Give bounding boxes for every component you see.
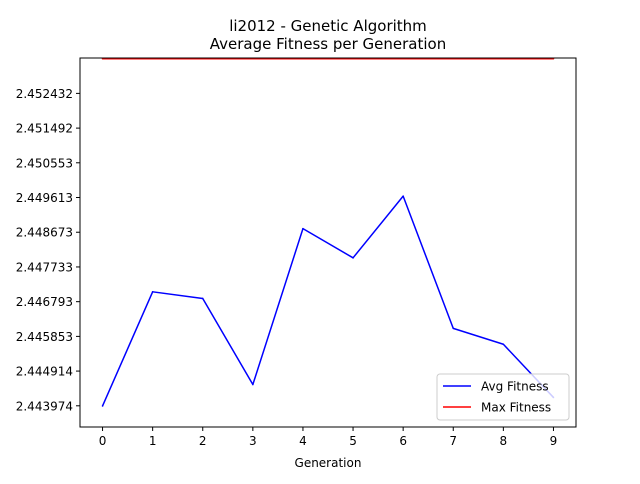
series-layer <box>101 57 555 407</box>
y-axis-ticks: 2.443974 2.444914 2.445853 2.446793 2.447733… <box>16 87 80 413</box>
y-tick-label: 2.444914 <box>16 365 73 379</box>
y-tick-label: 2.451492 <box>16 122 73 136</box>
data-point-avg-fitness <box>252 383 254 386</box>
data-point-avg-fitness <box>151 291 154 293</box>
chart-subtitle: Average Fitness per Generation <box>210 35 446 53</box>
x-tick-label: 0 <box>99 434 107 448</box>
chart-title: li2012 - Genetic Algorithm <box>229 17 427 35</box>
y-tick-label: 2.447733 <box>16 260 73 274</box>
legend-label-avg-fitness: Avg Fitness <box>481 380 549 394</box>
plot-frame <box>79 57 577 428</box>
x-tick-label: 6 <box>399 434 407 448</box>
y-tick-label: 2.452432 <box>16 87 73 101</box>
y-tick-label: 2.445853 <box>16 330 73 344</box>
data-point-avg-fitness <box>402 195 404 197</box>
x-tick-label: 4 <box>299 434 307 448</box>
x-tick-label: 5 <box>349 434 357 448</box>
x-axis-label: Generation <box>295 456 362 470</box>
data-point-avg-fitness <box>302 227 304 230</box>
legend: Avg Fitness Max Fitness <box>436 373 570 421</box>
y-tick-label: 2.450553 <box>16 156 73 170</box>
x-tick-label: 3 <box>249 434 257 448</box>
data-point-avg-fitness <box>502 343 505 346</box>
x-tick-label: 1 <box>149 434 157 448</box>
series-line-avg-fitness <box>101 195 554 407</box>
data-point-avg-fitness <box>101 405 104 407</box>
data-point-avg-fitness <box>201 297 204 300</box>
data-point-avg-fitness <box>452 327 455 330</box>
x-tick-label: 7 <box>449 434 457 448</box>
y-tick-label: 2.448673 <box>16 226 73 240</box>
y-tick-label: 2.449613 <box>16 191 73 205</box>
x-tick-label: 2 <box>199 434 207 448</box>
x-tick-label: 8 <box>500 434 508 448</box>
y-tick-label: 2.443974 <box>16 399 73 413</box>
legend-label-max-fitness: Max Fitness <box>481 401 551 415</box>
y-tick-label: 2.446793 <box>16 295 73 309</box>
data-point-avg-fitness <box>352 257 354 259</box>
x-axis-ticks: 0 1 2 3 4 5 6 7 8 9 <box>99 427 558 448</box>
x-tick-label: 9 <box>550 434 558 448</box>
